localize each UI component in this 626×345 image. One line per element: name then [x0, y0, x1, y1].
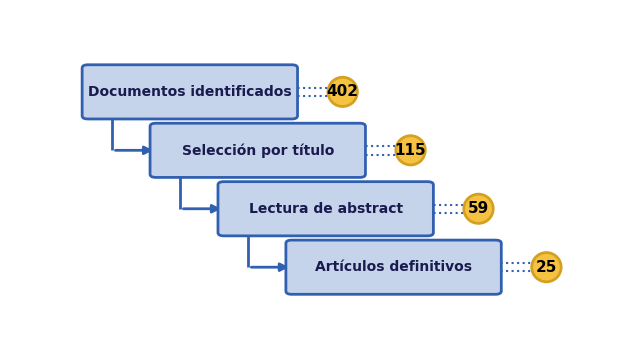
Text: Lectura de abstract: Lectura de abstract: [249, 202, 403, 216]
FancyBboxPatch shape: [82, 65, 297, 119]
Text: 402: 402: [327, 85, 359, 99]
FancyBboxPatch shape: [286, 240, 501, 294]
Ellipse shape: [328, 77, 357, 107]
Ellipse shape: [464, 194, 493, 223]
Ellipse shape: [396, 136, 425, 165]
FancyBboxPatch shape: [218, 182, 433, 236]
Text: Artículos definitivos: Artículos definitivos: [315, 260, 472, 274]
Text: 59: 59: [468, 201, 489, 216]
FancyBboxPatch shape: [150, 123, 366, 177]
Text: Documentos identificados: Documentos identificados: [88, 85, 292, 99]
Text: 115: 115: [395, 143, 426, 158]
Text: Selección por título: Selección por título: [182, 143, 334, 158]
Ellipse shape: [531, 253, 561, 282]
Text: 25: 25: [536, 260, 557, 275]
